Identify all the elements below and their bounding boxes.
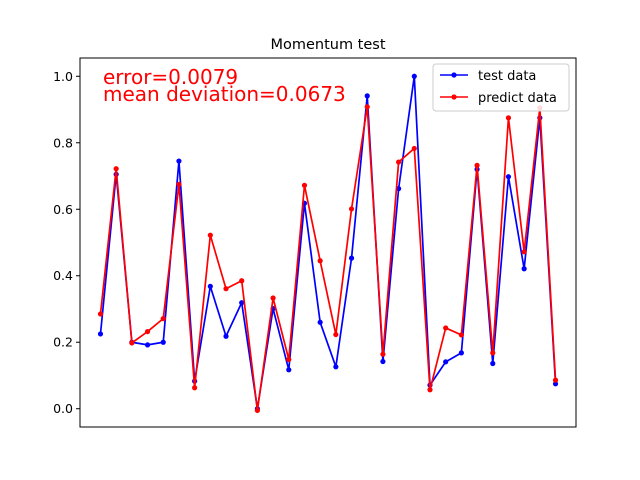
data-point-predict-data xyxy=(396,159,402,165)
error-annotation: error=0.0079 xyxy=(103,65,238,89)
legend: test data predict data xyxy=(432,63,570,112)
data-point-predict-data xyxy=(552,377,559,383)
legend-marker-test-data xyxy=(451,72,457,78)
data-point-predict-data xyxy=(113,166,119,172)
data-point-predict-data xyxy=(490,350,496,356)
data-point-test-data xyxy=(286,367,292,373)
data-point-test-data xyxy=(333,364,339,370)
data-point-predict-data xyxy=(207,232,213,238)
data-point-test-data xyxy=(458,350,464,356)
data-point-test-data xyxy=(317,319,323,325)
data-point-test-data xyxy=(411,73,417,79)
data-point-predict-data xyxy=(505,115,512,121)
data-point-predict-data xyxy=(411,145,417,152)
data-point-predict-data xyxy=(254,407,260,413)
data-point-predict-data xyxy=(144,328,151,335)
data-point-predict-data xyxy=(301,182,308,188)
data-point-predict-data xyxy=(286,356,292,363)
data-point-test-data xyxy=(443,359,449,365)
y-tick-label: 0.4 xyxy=(53,268,73,283)
y-tick-label: 0.0 xyxy=(53,401,73,416)
data-point-predict-data xyxy=(427,387,433,393)
data-point-predict-data xyxy=(270,295,276,301)
data-point-test-data xyxy=(364,93,370,99)
data-point-predict-data xyxy=(97,311,104,317)
data-point-predict-data xyxy=(317,258,323,264)
chart-title: Momentum test xyxy=(270,37,385,53)
data-point-test-data xyxy=(239,300,245,306)
data-point-test-data xyxy=(505,174,512,180)
data-point-test-data xyxy=(160,339,166,345)
legend-marker-predict-data xyxy=(451,94,457,100)
y-axis: 0.0 0.2 0.4 0.6 0.8 1.0 xyxy=(53,69,80,416)
mean-deviation-annotation: mean deviation=0.0673 xyxy=(103,82,346,106)
y-tick-label: 0.6 xyxy=(53,202,73,217)
data-point-test-data xyxy=(521,266,527,272)
plot-area xyxy=(97,73,559,413)
legend-label-predict-data: predict data xyxy=(478,91,557,106)
data-point-test-data xyxy=(223,333,229,339)
data-point-test-data xyxy=(144,342,151,348)
data-point-predict-data xyxy=(333,331,339,338)
data-point-test-data xyxy=(380,358,386,365)
series-line-predict-data xyxy=(99,106,557,412)
data-point-predict-data xyxy=(223,286,229,292)
data-point-predict-data xyxy=(160,316,166,322)
data-point-test-data xyxy=(348,255,355,261)
data-point-test-data xyxy=(490,360,496,367)
data-point-predict-data xyxy=(176,181,182,187)
data-point-predict-data xyxy=(129,340,135,346)
data-point-test-data xyxy=(552,381,559,387)
legend-label-test-data: test data xyxy=(478,69,536,84)
data-point-predict-data xyxy=(192,385,198,391)
y-tick-label: 0.2 xyxy=(53,335,73,350)
data-point-test-data xyxy=(97,331,104,337)
data-point-predict-data xyxy=(474,162,480,168)
data-point-test-data xyxy=(176,158,182,164)
y-tick-label: 1.0 xyxy=(53,69,73,84)
y-tick-label: 0.8 xyxy=(53,135,73,150)
data-point-predict-data xyxy=(364,104,370,110)
data-point-predict-data xyxy=(443,325,449,331)
data-point-predict-data xyxy=(521,249,527,255)
data-point-test-data xyxy=(207,283,213,289)
data-point-predict-data xyxy=(348,206,355,212)
data-point-predict-data xyxy=(380,351,386,357)
data-point-predict-data xyxy=(458,332,464,338)
data-point-predict-data xyxy=(239,278,245,284)
axes-frame xyxy=(79,57,577,428)
